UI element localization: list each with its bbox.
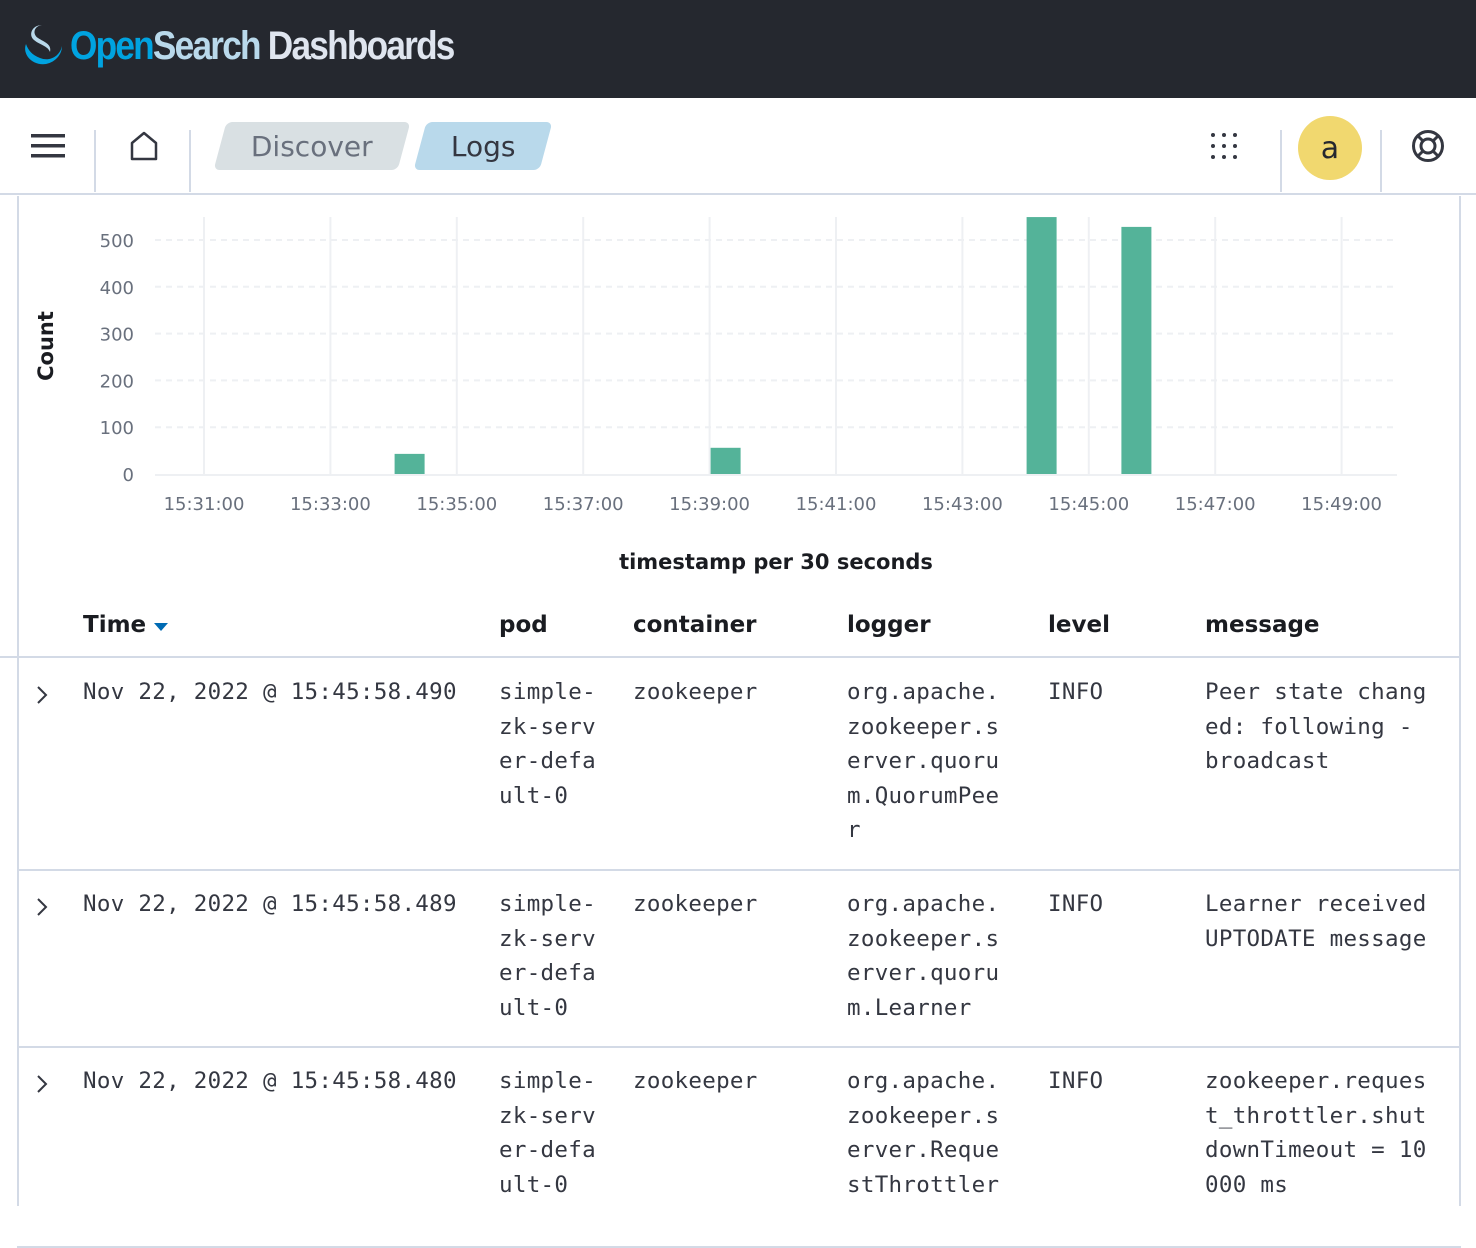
y-tick-label: 100 (100, 418, 134, 439)
home-button[interactable] (124, 128, 164, 164)
x-tick-label: 15:45:00 (1048, 494, 1129, 515)
logo-dashboards: Dashboards (259, 23, 456, 68)
grid-icon (1211, 133, 1237, 159)
expand-row-icon[interactable] (35, 1074, 49, 1094)
table-header: Time pod container logger level message (0, 610, 1460, 658)
histogram-bar[interactable] (710, 447, 741, 474)
x-tick-label: 15:41:00 (796, 494, 877, 515)
table-row[interactable]: Nov 22, 2022 @ 15:45:58.490 simple-zk-ser… (17, 659, 1461, 871)
cell-level: INFO (1048, 1068, 1104, 1094)
logo-open: Open (70, 23, 155, 68)
histogram-chart[interactable]: 0 100 200 300 400 500 15:31:00 15:33:00 15:35:00… (0, 0, 1476, 600)
cell-level: INFO (1048, 891, 1104, 917)
home-icon (130, 131, 158, 161)
divider (189, 130, 191, 192)
x-tick-label: 15:33:00 (290, 494, 371, 515)
y-tick-label: 300 (100, 325, 134, 346)
cell-time: Nov 22, 2022 @ 15:45:58.480 (83, 1068, 457, 1094)
menu-button[interactable] (28, 128, 68, 164)
histogram-bar[interactable] (1026, 217, 1057, 474)
cell-logger: org.apache.zookeeper.server.quorum.Quoru… (847, 679, 1000, 843)
x-tick-label: 15:37:00 (543, 494, 624, 515)
x-tick-label: 15:35:00 (416, 494, 497, 515)
column-header-level[interactable]: level (1048, 612, 1110, 638)
y-tick-label: 400 (100, 278, 134, 299)
cell-logger: org.apache.zookeeper.server.quorum.Learn… (847, 891, 1000, 1021)
cell-message: Learner received UPTODATE message (1205, 891, 1427, 952)
x-tick-label: 15:47:00 (1175, 494, 1256, 515)
cell-time: Nov 22, 2022 @ 15:45:58.489 (83, 891, 457, 917)
apps-button[interactable] (1206, 128, 1242, 164)
cell-pod: simple-zk-server-default-0 (499, 891, 596, 1021)
column-header-time[interactable]: Time (83, 612, 169, 638)
x-tick-label: 15:31:00 (164, 494, 245, 515)
x-tick-label: 15:43:00 (922, 494, 1003, 515)
divider (1280, 130, 1282, 192)
y-axis-label: Count (34, 311, 58, 381)
column-header-message[interactable]: message (1205, 612, 1320, 638)
cell-container: zookeeper (633, 891, 758, 917)
cell-pod: simple-zk-server-default-0 (499, 679, 596, 809)
sort-descending-icon[interactable] (154, 622, 169, 632)
help-button[interactable] (1408, 128, 1448, 164)
nav-bar: Discover Logs a (0, 98, 1476, 195)
cell-time: Nov 22, 2022 @ 15:45:58.490 (83, 679, 457, 705)
header-bar: OpenSearch Dashboards (0, 0, 1476, 98)
expand-row-icon[interactable] (35, 685, 49, 705)
x-tick-label: 15:39:00 (669, 494, 750, 515)
opensearch-logo-icon (25, 25, 62, 65)
cell-pod: simple-zk-server-default-0 (499, 1068, 596, 1198)
y-tick-label: 0 (123, 465, 134, 486)
column-header-pod[interactable]: pod (499, 612, 548, 638)
cell-logger: org.apache.zookeeper.server.RequestThrot… (847, 1068, 1000, 1198)
y-tick-label: 200 (100, 371, 134, 392)
expand-row-icon[interactable] (35, 897, 49, 917)
cell-message: Peer state changed: following - broadcas… (1205, 679, 1427, 774)
cell-container: zookeeper (633, 679, 758, 705)
table-row[interactable]: Nov 22, 2022 @ 15:45:58.480 simple-zk-ser… (17, 1048, 1461, 1248)
histogram-bar[interactable] (1121, 226, 1152, 474)
y-tick-label: 500 (100, 231, 134, 252)
content-panel (17, 196, 1461, 1206)
x-tick-label: 15:49:00 (1301, 494, 1382, 515)
cell-container: zookeeper (633, 1068, 758, 1094)
logo-search: Search (152, 23, 262, 68)
divider (1380, 130, 1382, 192)
user-avatar[interactable]: a (1298, 116, 1362, 180)
column-header-logger[interactable]: logger (847, 612, 931, 638)
cell-message: zookeeper.request_throttler.shutdownTime… (1205, 1068, 1427, 1198)
lifebuoy-icon (1412, 130, 1444, 162)
opensearch-logo[interactable]: OpenSearch Dashboards (20, 22, 506, 70)
table-row[interactable]: Nov 22, 2022 @ 15:45:58.489 simple-zk-ser… (17, 871, 1461, 1048)
cell-level: INFO (1048, 679, 1104, 705)
divider (94, 130, 96, 192)
x-axis-label: timestamp per 30 seconds (619, 550, 933, 574)
hamburger-icon (31, 134, 65, 158)
column-header-container[interactable]: container (633, 612, 757, 638)
histogram-bar[interactable] (394, 453, 425, 474)
